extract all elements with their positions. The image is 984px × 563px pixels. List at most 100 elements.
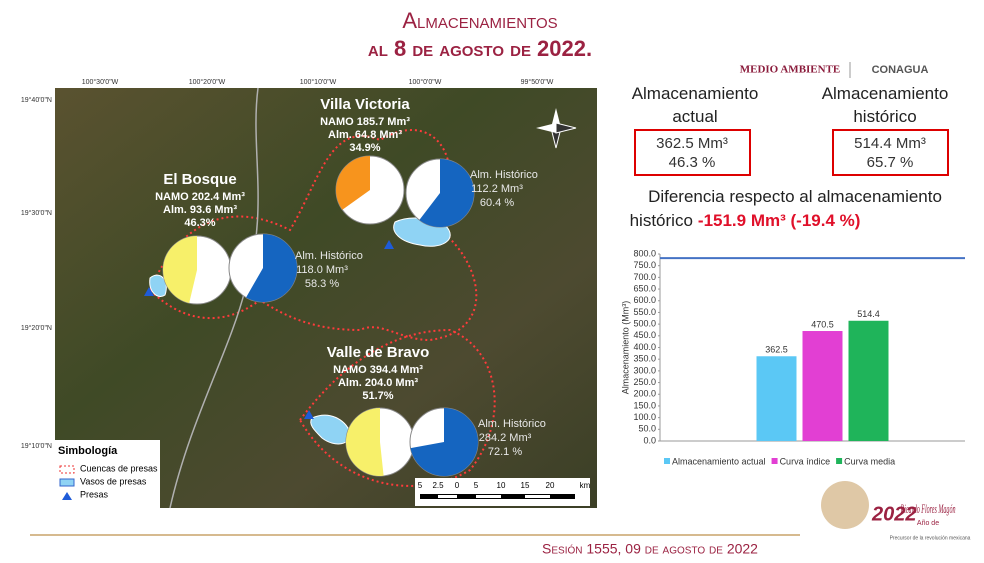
logo-year-of: Año de (917, 520, 939, 527)
y-tick-label: 800.0 (633, 248, 656, 258)
actual-label-1: Almacenamiento (632, 84, 759, 103)
hist-pct: 58.3 % (305, 278, 339, 290)
scale-label: 0 (455, 481, 460, 490)
actual-label: Almacenamiento actual (632, 84, 759, 126)
legend-swatch (664, 458, 670, 464)
hist-volume: 514.4 Mm³ (854, 135, 926, 152)
dam-namo: NAMO 185.7 Mm³ (320, 116, 410, 128)
lon-label: 100°0'0"W (409, 78, 442, 86)
y-tick-label: 550.0 (633, 307, 656, 317)
scale-label: km (580, 481, 591, 490)
y-tick-label: 300.0 (633, 365, 656, 375)
logo-semarnat: MEDIO AMBIENTE (740, 64, 841, 76)
map-legend (55, 440, 160, 508)
legend-reservoir (59, 478, 75, 487)
diff-text-1: Diferencia respecto al almacenamiento (648, 187, 942, 206)
legend-item: Vasos de presas (80, 476, 147, 486)
data-label: 514.4 (857, 309, 880, 319)
y-tick-label: 0.0 (643, 435, 656, 445)
scale-label: 10 (497, 481, 506, 490)
anniversary-logo: 2022 Ricardo Flores Magón Año de Precurs… (821, 481, 971, 541)
scale-label: 5 (474, 481, 479, 490)
lat-label: 19°10'0"N (21, 442, 52, 450)
y-tick-label: 750.0 (633, 260, 656, 270)
hist-label: Almacenamiento histórico (822, 84, 949, 126)
y-tick-label: 600.0 (633, 295, 656, 305)
y-tick-label: 650.0 (633, 283, 656, 293)
bar (802, 331, 843, 441)
hist-label-1: Almacenamiento (822, 84, 949, 103)
legend-swatch (771, 458, 778, 464)
y-tick-label: 50.0 (638, 424, 656, 434)
bar (848, 320, 889, 441)
hist-title: Alm. Histórico (470, 169, 538, 181)
legend-label: Curva media (844, 456, 895, 466)
dam-alm: Alm. 93.6 Mm³ (163, 204, 237, 216)
legend-label: Almacenamiento actual (672, 456, 766, 466)
hist-label-2: histórico (853, 107, 916, 126)
pie-historic (246, 234, 297, 302)
legend-item: Cuencas de presas (80, 463, 158, 473)
hist-volume: 284.2 Mm³ (479, 432, 532, 444)
legend-dam (62, 492, 72, 500)
north-arrow (536, 108, 577, 149)
logo-conagua: CONAGUA (872, 64, 929, 76)
reservoir (310, 414, 351, 445)
logo-sub: Precursor de la revolución mexicana (890, 535, 971, 541)
pie-current (336, 156, 370, 210)
hist-pct: 65.7 % (867, 154, 914, 171)
pie-current (346, 408, 384, 476)
pie-historic (410, 408, 478, 476)
y-tick-label: 700.0 (633, 272, 656, 282)
dam-alm: Alm. 64.8 Mm³ (328, 129, 402, 141)
lon-label: 99°50'0"W (521, 78, 554, 86)
actual-pct: 46.3 % (669, 154, 716, 171)
y-axis-label: Almacenamiento (Mm³) (620, 301, 630, 395)
hist-box (832, 129, 949, 176)
dam-namo: NAMO 394.4 Mm³ (333, 364, 423, 376)
lat-label: 19°30'0"N (21, 209, 52, 217)
dam-marker (144, 287, 154, 296)
hist-volume: 118.0 Mm³ (296, 264, 348, 276)
dam-namo: NAMO 202.4 Mm³ (155, 191, 245, 203)
legend-swatch (836, 458, 843, 464)
y-tick-label: 150.0 (633, 400, 656, 410)
dam-name: Valle de Bravo (327, 344, 430, 361)
lon-label: 100°20'0"W (189, 78, 226, 86)
y-tick-label: 250.0 (633, 377, 656, 387)
lon-label: 100°10'0"W (300, 78, 337, 86)
title-2: al 8 de agosto de 2022. (368, 36, 592, 61)
bar (756, 356, 797, 441)
hist-pct: 60.4 % (480, 197, 514, 209)
pie-historic (419, 159, 474, 227)
reservoir (149, 274, 167, 297)
dam-pct: 34.9% (349, 142, 380, 154)
legend-basin (59, 465, 75, 474)
actual-volume: 362.5 Mm³ (656, 135, 728, 152)
y-tick-label: 350.0 (633, 354, 656, 364)
portrait (821, 481, 869, 529)
legend-title: Simbología (58, 445, 118, 457)
dam-name: Villa Victoria (320, 96, 410, 113)
hist-pct: 72.1 % (488, 446, 522, 458)
scale-label: 20 (546, 481, 555, 490)
scale-bar (525, 495, 550, 498)
dam-marker (384, 240, 394, 249)
legend-label: Curva índice (780, 456, 831, 466)
basin-outline (298, 328, 496, 487)
lon-label: 100°30'0"W (82, 78, 119, 86)
scale-bar-box (415, 478, 590, 506)
hist-title: Alm. Histórico (295, 250, 363, 262)
y-tick-label: 450.0 (633, 330, 656, 340)
scale-label: 5 (418, 481, 423, 490)
hist-title: Alm. Histórico (478, 418, 546, 430)
actual-box (634, 129, 751, 176)
y-tick-label: 200.0 (633, 389, 656, 399)
diff-text-2: histórico (630, 211, 693, 230)
logo-name: Ricardo Flores Magón (900, 501, 955, 516)
y-tick-label: 100.0 (633, 412, 656, 422)
title-1: Almacenamientos (402, 8, 557, 33)
scale-bar (438, 495, 457, 498)
session: Sesión 1555, 09 de agosto de 2022 (542, 541, 758, 557)
